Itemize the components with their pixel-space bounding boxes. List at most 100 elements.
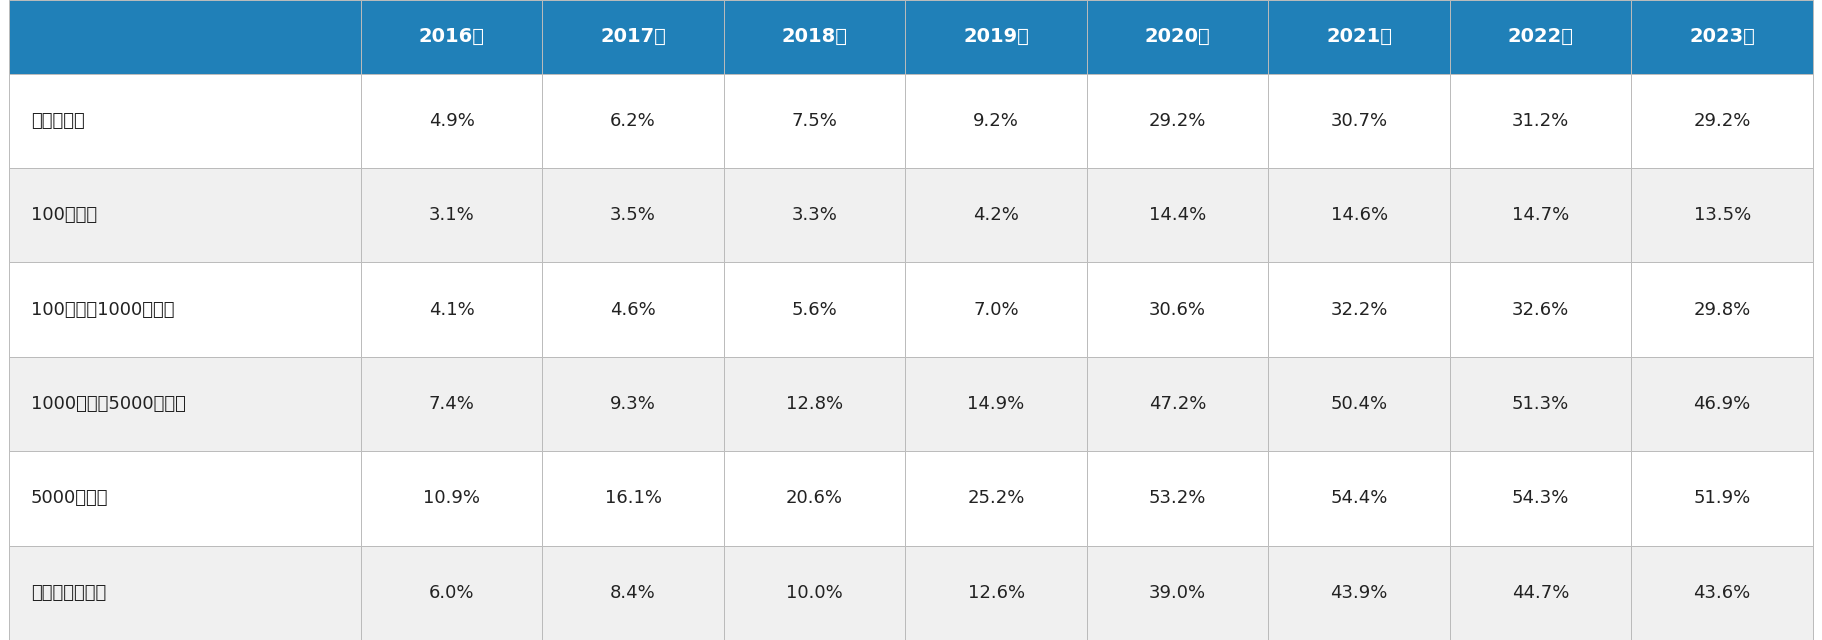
Text: 7.5%: 7.5% — [793, 112, 838, 130]
Text: 1000人以上5000人未満: 1000人以上5000人未満 — [31, 395, 186, 413]
Text: 9.2%: 9.2% — [973, 112, 1018, 130]
Bar — [1268, 168, 1450, 262]
Text: 10.9%: 10.9% — [423, 490, 481, 508]
Bar — [1268, 545, 1450, 640]
Bar — [906, 0, 1088, 74]
Text: 32.6%: 32.6% — [1512, 301, 1569, 319]
Text: 20.6%: 20.6% — [785, 490, 844, 508]
Bar — [1631, 168, 1813, 262]
Bar — [9, 545, 361, 640]
Bar — [9, 0, 361, 74]
Text: 14.9%: 14.9% — [967, 395, 1024, 413]
Text: 4.6%: 4.6% — [610, 301, 656, 319]
Bar — [361, 0, 543, 74]
Bar — [1088, 262, 1268, 356]
Text: 6.0%: 6.0% — [428, 584, 474, 602]
Bar — [723, 451, 906, 545]
Bar — [1088, 357, 1268, 451]
Bar — [9, 357, 361, 451]
Text: 29.2%: 29.2% — [1693, 112, 1751, 130]
Bar — [1631, 0, 1813, 74]
Bar — [543, 168, 723, 262]
Bar — [9, 74, 361, 168]
Text: 3.1%: 3.1% — [428, 206, 474, 224]
Text: 39.0%: 39.0% — [1150, 584, 1206, 602]
Text: 54.3%: 54.3% — [1512, 490, 1569, 508]
Bar — [1450, 168, 1631, 262]
Text: 2019年: 2019年 — [964, 28, 1029, 46]
Text: 2017年: 2017年 — [599, 28, 667, 46]
Text: 9.3%: 9.3% — [610, 395, 656, 413]
Text: 2022年: 2022年 — [1507, 28, 1574, 46]
Bar — [1631, 74, 1813, 168]
Text: 46.9%: 46.9% — [1693, 395, 1751, 413]
Text: 8.4%: 8.4% — [610, 584, 656, 602]
Text: 54.4%: 54.4% — [1330, 490, 1388, 508]
Bar — [543, 545, 723, 640]
Text: 29.8%: 29.8% — [1693, 301, 1751, 319]
Bar — [1450, 262, 1631, 356]
Text: 14.4%: 14.4% — [1150, 206, 1206, 224]
Bar — [1268, 0, 1450, 74]
Text: 13.5%: 13.5% — [1693, 206, 1751, 224]
Bar — [1450, 357, 1631, 451]
Text: 31.2%: 31.2% — [1512, 112, 1569, 130]
Bar — [1268, 74, 1450, 168]
Bar — [906, 357, 1088, 451]
Text: 29.2%: 29.2% — [1150, 112, 1206, 130]
Bar — [361, 74, 543, 168]
Bar — [9, 451, 361, 545]
Bar — [723, 168, 906, 262]
Text: 4.1%: 4.1% — [428, 301, 474, 319]
Text: 2018年: 2018年 — [782, 28, 847, 46]
Bar — [543, 0, 723, 74]
Bar — [906, 262, 1088, 356]
Bar — [906, 168, 1088, 262]
Text: 47.2%: 47.2% — [1150, 395, 1206, 413]
Text: 51.3%: 51.3% — [1512, 395, 1569, 413]
Bar — [1088, 451, 1268, 545]
Text: 14.6%: 14.6% — [1330, 206, 1388, 224]
Text: 12.6%: 12.6% — [967, 584, 1024, 602]
Text: 53.2%: 53.2% — [1150, 490, 1206, 508]
Bar — [543, 451, 723, 545]
Text: 25.2%: 25.2% — [967, 490, 1024, 508]
Bar — [1268, 262, 1450, 356]
Text: 100人以上1000人未満: 100人以上1000人未満 — [31, 301, 175, 319]
Text: 51.9%: 51.9% — [1693, 490, 1751, 508]
Bar — [543, 262, 723, 356]
Bar — [906, 74, 1088, 168]
Text: 5.6%: 5.6% — [793, 301, 838, 319]
Bar — [1450, 545, 1631, 640]
Bar — [9, 262, 361, 356]
Text: 2016年: 2016年 — [419, 28, 485, 46]
Bar — [9, 168, 361, 262]
Bar — [1268, 451, 1450, 545]
Bar — [723, 357, 906, 451]
Text: 44.7%: 44.7% — [1512, 584, 1569, 602]
Bar — [361, 545, 543, 640]
Bar — [723, 545, 906, 640]
Bar — [723, 262, 906, 356]
Text: 14.7%: 14.7% — [1512, 206, 1569, 224]
Text: 43.9%: 43.9% — [1330, 584, 1388, 602]
Bar — [543, 74, 723, 168]
Bar — [361, 168, 543, 262]
Text: 公務（官公庁）: 公務（官公庁） — [31, 584, 106, 602]
Text: 100人未満: 100人未満 — [31, 206, 97, 224]
Text: 50.4%: 50.4% — [1330, 395, 1388, 413]
Bar — [1268, 357, 1450, 451]
Bar — [1450, 74, 1631, 168]
Text: 雇用者・計: 雇用者・計 — [31, 112, 86, 130]
Text: 7.0%: 7.0% — [973, 301, 1018, 319]
Text: 4.2%: 4.2% — [973, 206, 1018, 224]
Bar — [361, 357, 543, 451]
Text: 3.5%: 3.5% — [610, 206, 656, 224]
Text: 30.7%: 30.7% — [1330, 112, 1388, 130]
Bar — [1631, 357, 1813, 451]
Text: 32.2%: 32.2% — [1330, 301, 1388, 319]
Text: 3.3%: 3.3% — [793, 206, 838, 224]
Bar — [1450, 451, 1631, 545]
Text: 5000人以上: 5000人以上 — [31, 490, 109, 508]
Bar — [1450, 0, 1631, 74]
